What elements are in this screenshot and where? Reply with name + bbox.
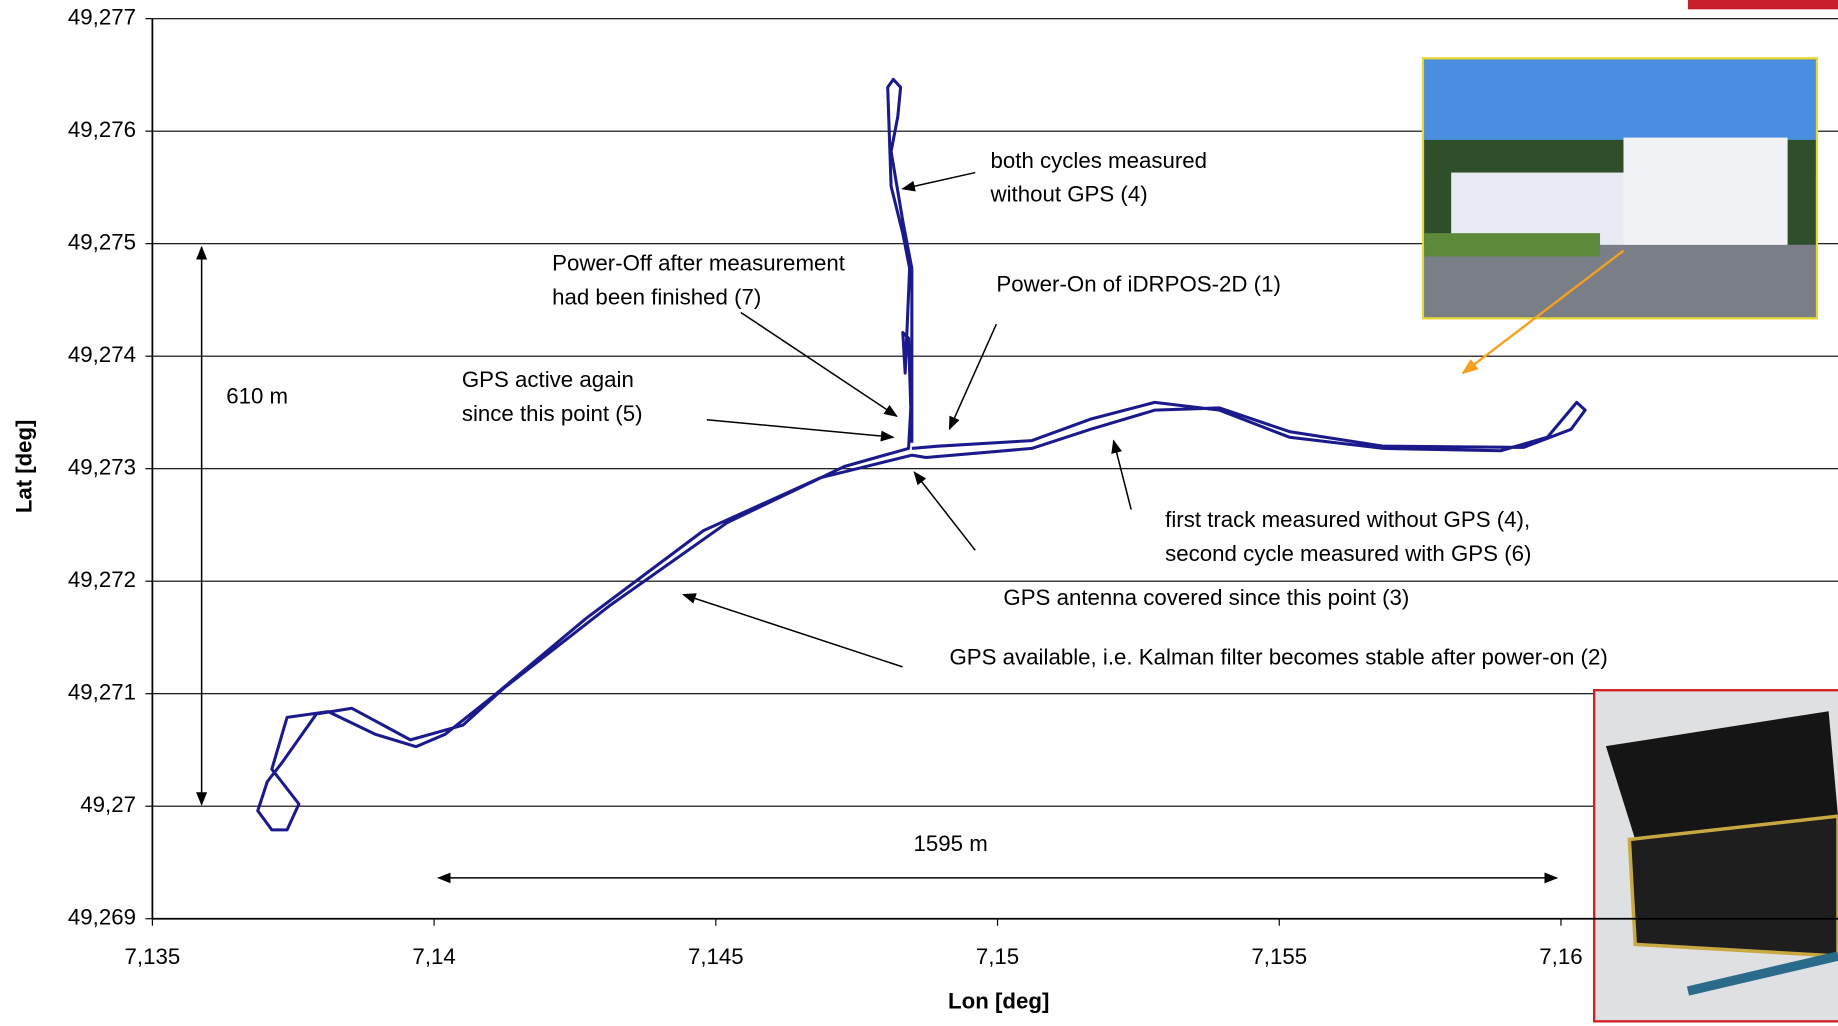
building-photo [1421,57,1819,320]
annotation: had been finished (7) [552,284,761,309]
y-tick-label: 49,274 [68,342,136,367]
annotation: Power-On of iDRPOS-2D (1) [996,272,1281,297]
annotation: 1595 m [914,831,988,856]
x-tick-label: 7,155 [1251,944,1307,969]
x-tick-label: 7,14 [412,944,455,969]
annotation-arrow [682,593,903,668]
y-axis-title: Lat [deg] [12,420,37,513]
x-tick-label: 7,15 [976,944,1019,969]
annotation: GPS antenna covered since this point (3) [1003,585,1409,610]
y-tick-label: 49,273 [68,455,136,480]
annotation: since this point (5) [462,401,643,426]
annotation-arrow [706,418,895,442]
y-tick-label: 49,271 [68,680,136,705]
device-photo [1593,689,1838,1023]
logo [1687,0,1838,10]
annotation: Power-Off after measurement [552,251,845,276]
annotation: 610 m [226,383,288,408]
plot-area [152,18,1838,920]
y-tick-label: 49,269 [68,905,136,930]
annotation: first track measured without GPS (4), [1165,507,1530,532]
annotation: GPS available, i.e. Kalman filter become… [949,645,1607,670]
y-tick-label: 49,276 [68,117,136,142]
annotation-arrow [1111,439,1132,510]
annotation: without GPS (4) [990,182,1148,207]
y-tick-label: 49,272 [68,567,136,592]
x-tick-label: 7,16 [1539,944,1582,969]
y-tick-label: 49,275 [68,230,136,255]
x-tick-label: 7,135 [125,944,181,969]
x-axis-title: Lon [deg] [948,989,1049,1014]
annotation: both cycles measured [991,148,1208,173]
annotation-arrow [948,323,998,431]
annotation-arrow [901,171,976,192]
track-line [256,77,1587,832]
x-tick-label: 7,145 [688,944,744,969]
y-tick-label: 49,277 [68,5,136,30]
annotation: second cycle measured with GPS (6) [1165,541,1531,566]
annotation-arrow [913,471,976,551]
annotation: GPS active again [462,367,634,392]
annotation-arrow [740,311,898,417]
photo-arrow [1461,249,1625,375]
y-tick-label: 49,27 [80,792,136,817]
